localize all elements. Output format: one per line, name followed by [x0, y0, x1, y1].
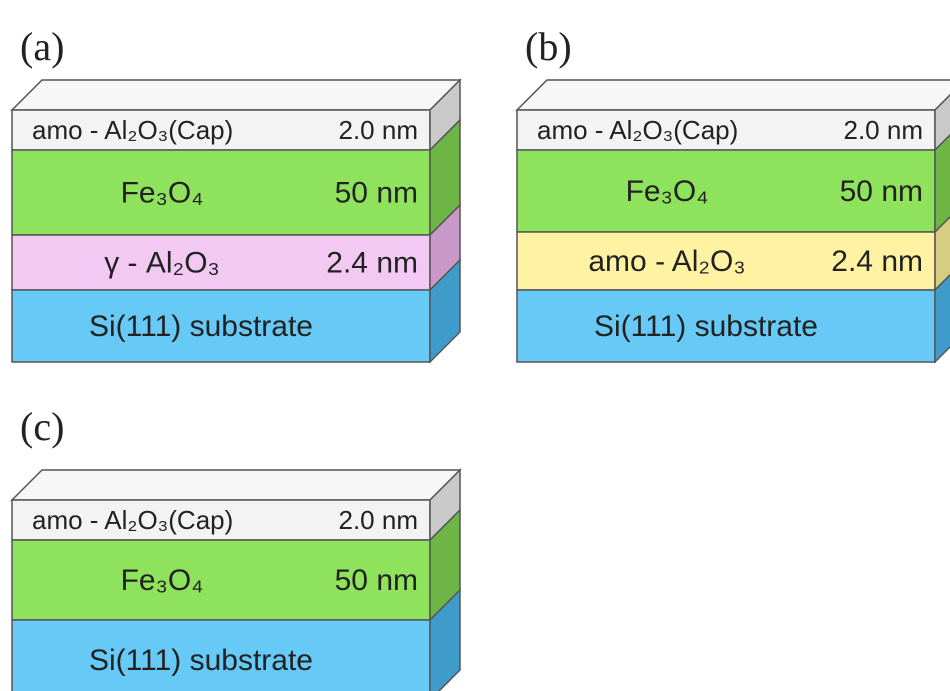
panel-label: (c) [20, 404, 64, 449]
layer-thickness: 2.0 nm [844, 115, 924, 145]
layer-material: Fe₃O₄ [626, 175, 709, 208]
layer-material: amo - Al₂O₃(Cap) [32, 505, 233, 535]
layer-material: amo - Al₂O₃(Cap) [537, 115, 738, 145]
layer-thickness: 50 nm [840, 175, 923, 208]
layer-thickness: 50 nm [335, 564, 418, 597]
layer-thickness: 2.0 nm [339, 115, 419, 145]
panel-label: (a) [20, 24, 64, 69]
layer-material: amo - Al₂O₃ [588, 245, 745, 278]
layer-material: Fe₃O₄ [121, 564, 204, 597]
layer-material: Si(111) substrate [89, 644, 313, 677]
top-face [12, 470, 460, 500]
top-face [517, 80, 950, 110]
layer-thickness: 2.0 nm [339, 505, 419, 535]
layer-material: amo - Al₂O₃(Cap) [32, 115, 233, 145]
layer-thickness: 2.4 nm [831, 245, 923, 278]
layer-material: Si(111) substrate [89, 310, 313, 343]
panel-label: (b) [525, 24, 572, 69]
layer-thickness: 50 nm [335, 176, 418, 209]
figure: (a) 2.0 nm amo - Al₂O₃(Cap) 50 nm Fe₃O₄ 2.4 n… [0, 0, 950, 691]
top-face [12, 80, 460, 110]
layer-thickness: 2.4 nm [326, 246, 418, 279]
layer-material: Fe₃O₄ [121, 176, 204, 209]
layer-material: Si(111) substrate [594, 310, 818, 343]
layer-material: γ - Al₂O₃ [104, 246, 220, 279]
